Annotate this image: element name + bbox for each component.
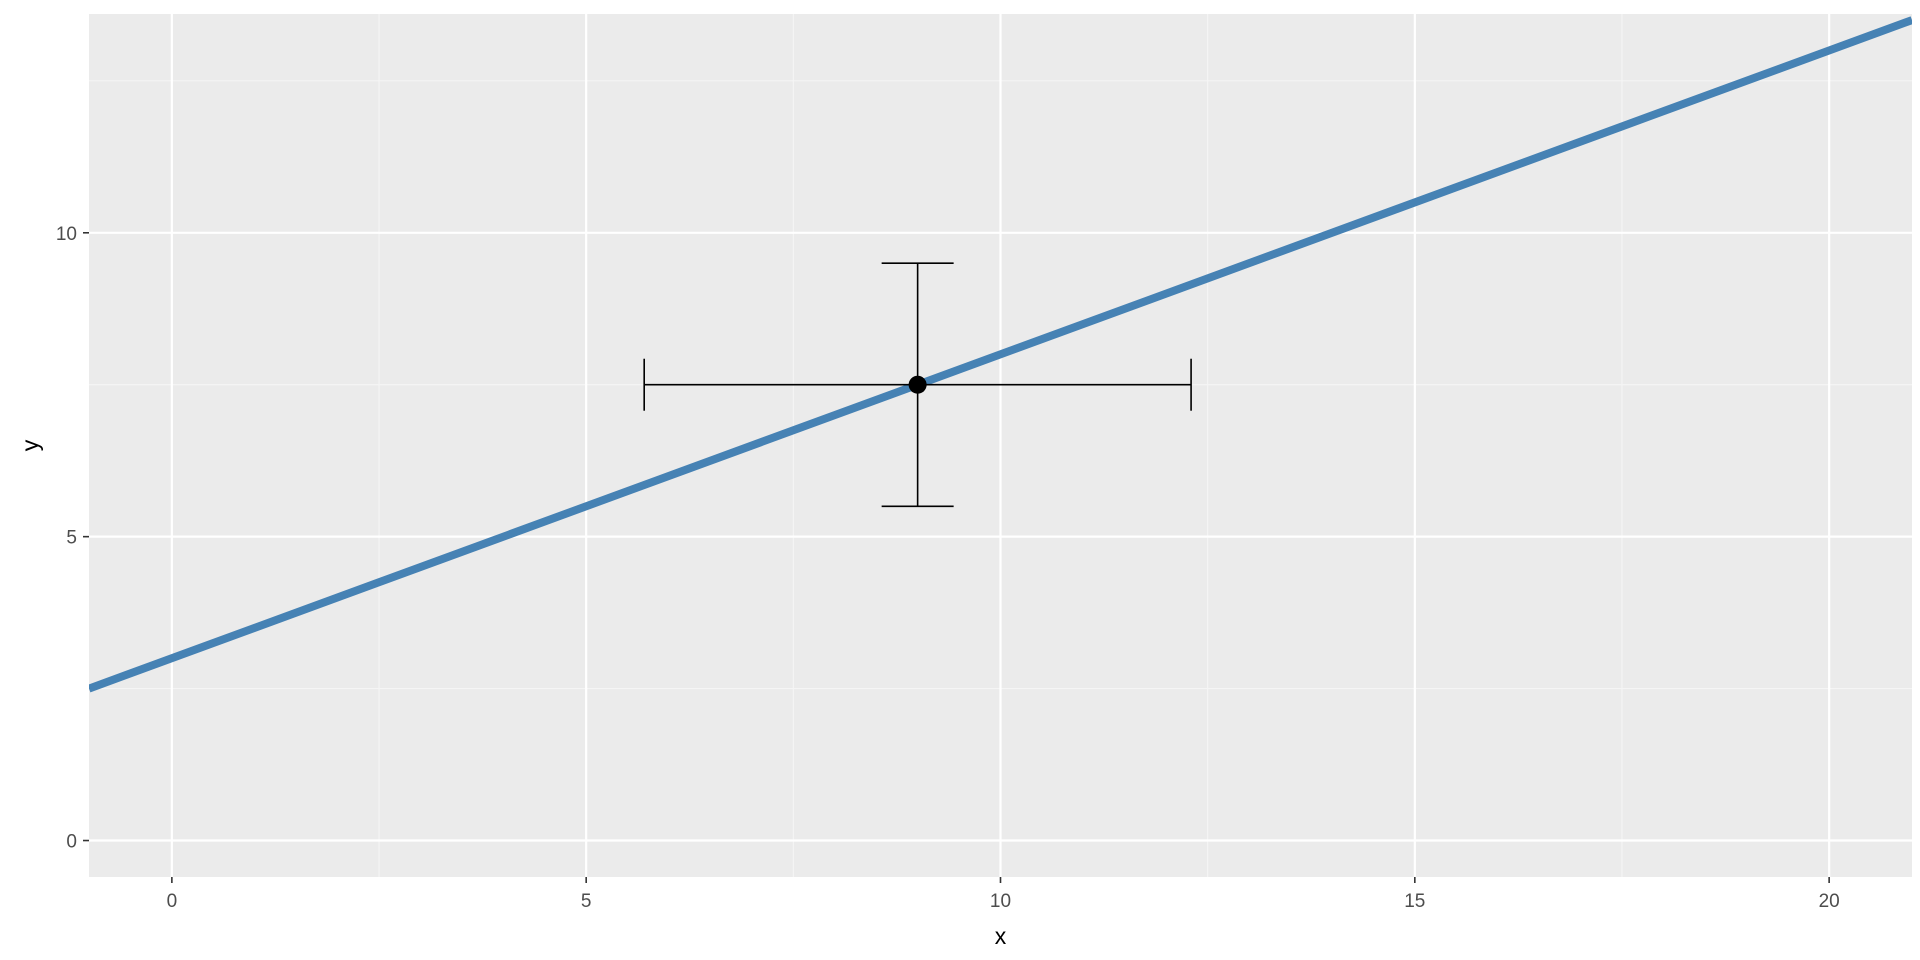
y-tick-labels: 0 5 10 — [56, 224, 77, 853]
data-point — [908, 375, 927, 394]
y-axis-title: y — [17, 439, 43, 451]
y-tick-label-2: 10 — [56, 224, 77, 245]
axis-ticks — [83, 231, 1830, 883]
x-tick-label-0: 0 — [167, 891, 178, 912]
y-tick-label-1: 5 — [66, 528, 77, 549]
major-gridlines — [89, 14, 1912, 877]
abline-series — [89, 16, 1912, 693]
x-tick-label-4: 20 — [1819, 891, 1840, 912]
x-tick-labels: 0 5 10 15 20 — [167, 891, 1840, 912]
x-tick-label-3: 15 — [1404, 891, 1425, 912]
x-tick-label-1: 5 — [581, 891, 592, 912]
x-tick-label-2: 10 — [990, 891, 1011, 912]
x-axis-title: x — [995, 923, 1007, 949]
data-layer — [89, 16, 1912, 693]
y-tick-label-0: 0 — [66, 832, 77, 853]
